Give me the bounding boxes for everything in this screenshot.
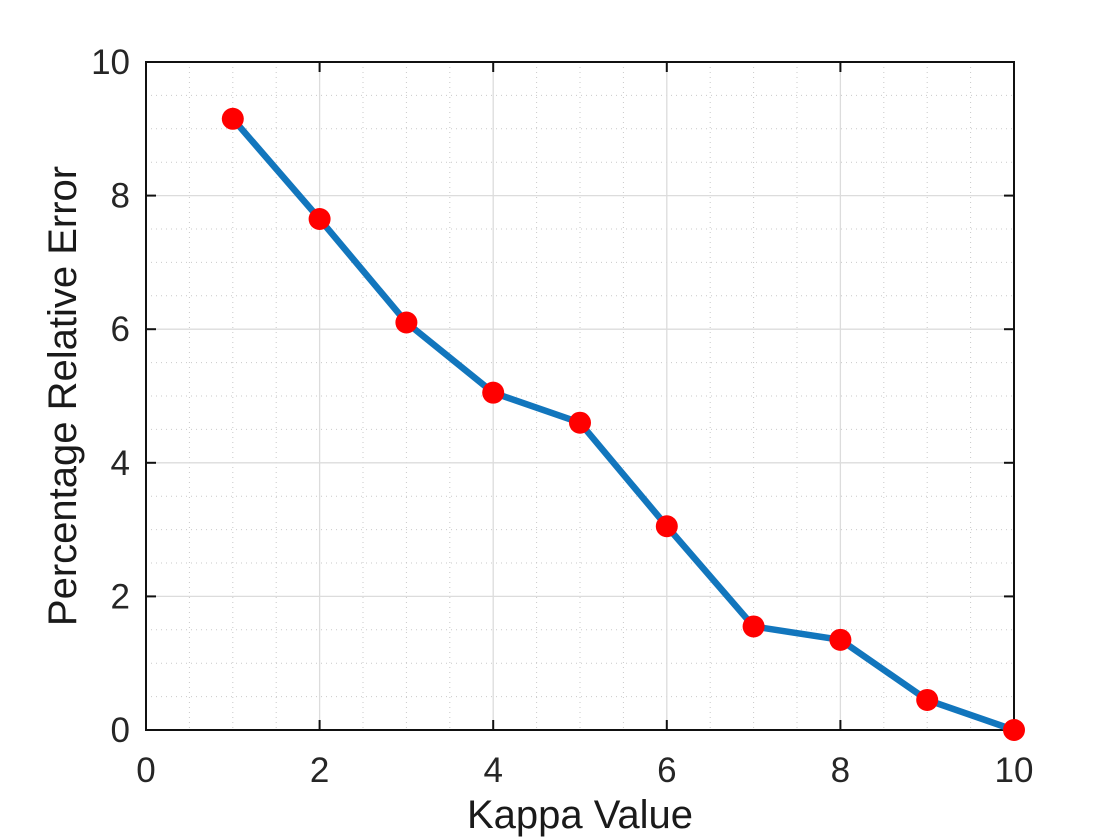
y-tick-label: 6 xyxy=(111,310,130,349)
data-point-marker xyxy=(308,207,331,230)
series-line xyxy=(229,115,1018,734)
y-tick-label: 8 xyxy=(111,177,130,216)
y-tick-labels: 0 2 4 6 8 10 xyxy=(91,43,130,750)
data-point-marker xyxy=(655,515,678,538)
data-point-marker xyxy=(569,411,591,434)
y-tick-label: 2 xyxy=(111,577,130,616)
data-point-marker xyxy=(395,311,418,334)
y-axis-label: Percentage Relative Error xyxy=(41,166,85,626)
x-tick-label: 2 xyxy=(310,751,329,790)
data-point-marker xyxy=(916,688,939,711)
data-point-marker xyxy=(742,615,765,638)
plot-area xyxy=(146,62,1014,730)
series-polyline xyxy=(229,115,1018,734)
plot-border xyxy=(145,61,1015,731)
data-point-marker xyxy=(482,381,505,404)
data-point-marker xyxy=(1003,719,1025,741)
x-axis-label: Kappa Value xyxy=(467,793,693,837)
y-tick-label: 10 xyxy=(91,43,130,82)
x-tick-label: 8 xyxy=(831,751,850,790)
data-markers xyxy=(221,107,1025,741)
x-tick-label: 6 xyxy=(657,751,676,790)
y-tick-label: 4 xyxy=(111,444,130,483)
data-point-marker xyxy=(829,628,852,651)
x-tick-label: 0 xyxy=(136,751,155,790)
y-tick-label: 0 xyxy=(111,711,130,750)
x-tick-labels: 0 2 4 6 8 10 xyxy=(136,751,1033,790)
data-point-marker xyxy=(221,107,244,130)
x-tick-label: 10 xyxy=(995,751,1034,790)
x-tick-label: 4 xyxy=(483,751,502,790)
